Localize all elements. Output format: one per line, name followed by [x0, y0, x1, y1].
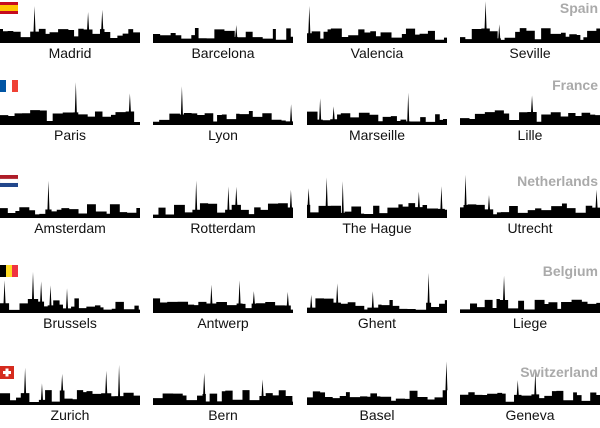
flag-netherlands — [0, 175, 19, 187]
skyline — [0, 271, 140, 313]
city-name: Basel — [359, 407, 394, 423]
skyline — [460, 371, 600, 405]
country-name: France — [552, 77, 598, 93]
city-name: Zurich — [51, 407, 90, 423]
skyline — [0, 5, 140, 44]
country-name: Belgium — [543, 263, 598, 279]
skyline — [460, 174, 600, 218]
city-name: Barcelona — [191, 45, 254, 61]
city-name: Seville — [509, 45, 550, 61]
city-name: Bern — [208, 407, 238, 423]
flag-belgium — [0, 265, 18, 277]
city-name: Liege — [513, 315, 547, 331]
city-name: Valencia — [351, 45, 404, 61]
city-name: Paris — [54, 127, 86, 143]
skyline — [307, 92, 447, 125]
skyline — [307, 272, 447, 313]
city-name: Geneva — [505, 407, 554, 423]
flag-switzerland — [0, 366, 14, 379]
skyline — [460, 1, 600, 44]
flag-france — [0, 80, 18, 92]
skyline — [307, 361, 448, 405]
skyline — [153, 24, 293, 43]
skyline — [0, 364, 140, 405]
skyline — [307, 5, 447, 44]
city-name: Amsterdam — [34, 220, 106, 236]
skyline — [460, 95, 600, 125]
city-name: Madrid — [49, 45, 92, 61]
city-name: Ghent — [358, 315, 396, 331]
city-name: Marseille — [349, 127, 405, 143]
skyline — [460, 275, 600, 313]
city-name: Lyon — [208, 127, 238, 143]
skyline — [153, 180, 293, 218]
city-name: Antwerp — [197, 315, 249, 331]
skyline — [0, 82, 140, 125]
skyline — [153, 280, 293, 313]
country-name: Netherlands — [517, 173, 598, 189]
skyline — [0, 180, 140, 218]
city-name: Utrecht — [507, 220, 552, 236]
country-name: Switzerland — [520, 364, 598, 380]
city-name: Lille — [518, 127, 543, 143]
skyline — [153, 86, 293, 125]
city-name: Rotterdam — [190, 220, 255, 236]
flag-spain — [0, 2, 18, 14]
skyline — [153, 372, 293, 405]
city-name: The Hague — [342, 220, 411, 236]
country-name: Spain — [560, 0, 598, 16]
city-name: Brussels — [43, 315, 97, 331]
skyline — [307, 177, 447, 218]
